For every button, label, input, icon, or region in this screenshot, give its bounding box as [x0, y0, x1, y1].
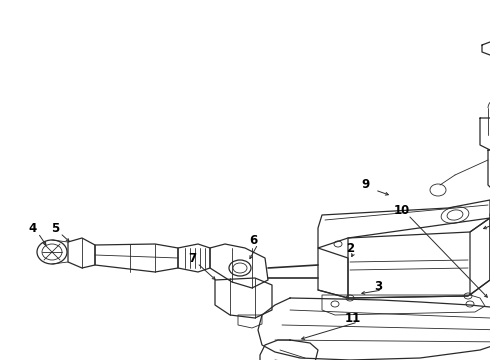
Text: 9: 9 — [361, 179, 369, 192]
Text: 5: 5 — [51, 221, 59, 234]
Text: 2: 2 — [346, 242, 354, 255]
Text: 10: 10 — [394, 203, 410, 216]
Text: 4: 4 — [29, 221, 37, 234]
Text: 3: 3 — [374, 279, 382, 292]
Text: 6: 6 — [249, 234, 257, 247]
Text: 11: 11 — [345, 311, 361, 324]
Text: 7: 7 — [188, 252, 196, 265]
